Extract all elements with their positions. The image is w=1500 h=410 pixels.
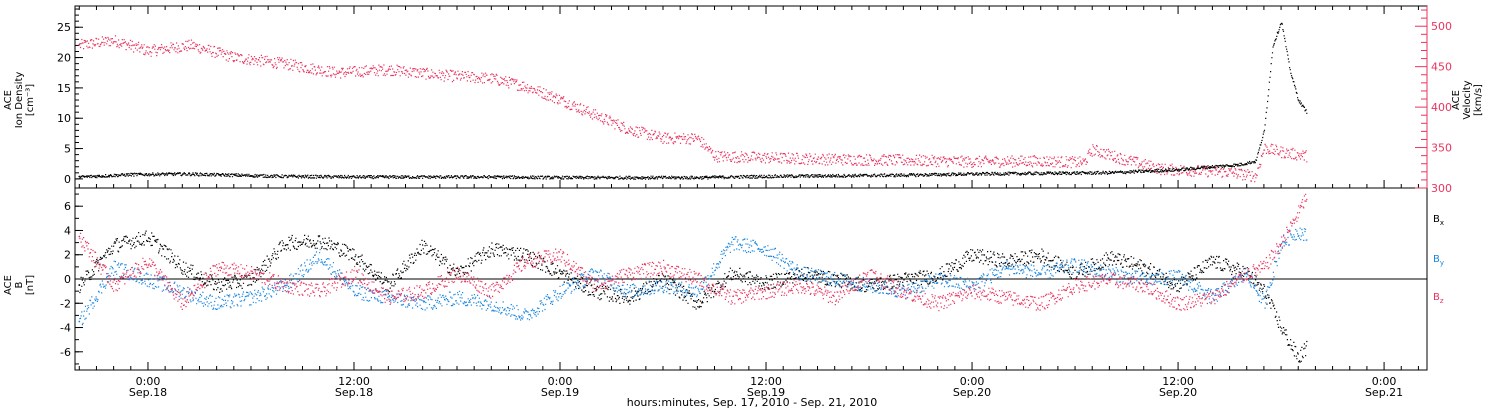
y-tick-label-velocity: 450 — [1431, 61, 1452, 74]
y-tick-label-velocity: 400 — [1431, 101, 1452, 114]
field-series-bx-anchor — [78, 284, 81, 286]
legend-base: B — [1433, 254, 1440, 265]
x-tick-label-time: 12:00 — [338, 375, 370, 388]
y-tick-label-density: 10 — [57, 112, 71, 125]
y-axis-label-density: [cm⁻³] — [25, 84, 36, 116]
x-tick-label-time: 12:00 — [1162, 375, 1194, 388]
tick-marks — [75, 6, 1428, 370]
y-axis-label-field: ACE — [3, 275, 14, 295]
y-tick-label-field: 0 — [64, 273, 71, 286]
x-tick-label-time: 0:00 — [548, 375, 573, 388]
y-tick-label-field: -2 — [60, 297, 71, 310]
x-tick-label-date: Sep.21 — [1365, 386, 1403, 399]
velocity-series-anchor — [78, 43, 81, 46]
legend-base: B — [1433, 214, 1440, 225]
top-panel-frame — [74, 5, 1428, 189]
x-tick-label-time: 12:00 — [750, 375, 782, 388]
y-tick-label-velocity: 350 — [1431, 142, 1452, 155]
density-series-points — [79, 22, 1308, 180]
x-tick-label-time: 0:00 — [136, 375, 161, 388]
velocity-series-points — [79, 35, 1308, 183]
y-tick-label-velocity: 500 — [1431, 20, 1452, 33]
y-tick-label-density: 5 — [64, 143, 71, 156]
field-series-bz-anchor — [78, 235, 81, 238]
x-tick-label-date: Sep.20 — [1159, 386, 1197, 399]
y-axis-label-field: B — [14, 281, 25, 288]
y-axis-label-velocity: ACE — [1451, 90, 1462, 110]
y-tick-label-density: 25 — [57, 21, 71, 34]
y-tick-label-density: 0 — [64, 173, 71, 186]
legend-subscript: z — [1440, 297, 1444, 305]
field-series-bx-points — [79, 230, 1308, 363]
field-series-by-anchor — [78, 320, 81, 323]
y-axis-label-density: ACE — [3, 90, 14, 110]
data-points — [78, 22, 1308, 363]
x-tick-label-date: Sep.20 — [953, 386, 991, 399]
y-tick-label-field: 6 — [64, 200, 71, 213]
x-tick-label-date: Sep.18 — [335, 386, 373, 399]
y-axis-label-velocity: [km/s] — [1473, 84, 1484, 116]
y-tick-label-field: -4 — [60, 322, 71, 335]
field-series-by-points — [79, 227, 1308, 326]
legend-entry-bx: Bx — [1433, 214, 1444, 227]
y-axis-label-velocity: Velocity — [1462, 80, 1473, 119]
y-tick-label-field: -6 — [60, 346, 71, 359]
y-tick-label-density: 15 — [57, 82, 71, 95]
legend-entry-bz: Bz — [1433, 292, 1444, 305]
y-axis-label-field: [nT] — [25, 275, 36, 295]
legend-entry-by: By — [1433, 254, 1444, 267]
x-tick-label-time: 0:00 — [1372, 375, 1397, 388]
y-tick-label-density: 20 — [57, 52, 71, 65]
density-series-anchor — [78, 175, 81, 178]
legend-base: B — [1433, 292, 1440, 303]
y-tick-label-velocity: 300 — [1431, 182, 1452, 195]
y-tick-label-field: 4 — [64, 224, 71, 237]
x-tick-label-date: Sep.19 — [541, 386, 579, 399]
legend-subscript: x — [1440, 219, 1444, 227]
y-tick-label-field: 2 — [64, 249, 71, 262]
x-tick-label-date: Sep.19 — [747, 386, 785, 399]
x-axis-label: hours:minutes, Sep. 17, 2010 - Sep. 21, … — [627, 396, 878, 409]
y-axis-label-density: Ion Density — [14, 72, 25, 129]
x-tick-label-date: Sep.18 — [129, 386, 167, 399]
axis-labels: hours:minutes, Sep. 17, 2010 - Sep. 21, … — [3, 20, 1484, 409]
panel-frames — [74, 5, 1428, 371]
x-tick-label-time: 0:00 — [960, 375, 985, 388]
legend-subscript: y — [1440, 259, 1444, 267]
